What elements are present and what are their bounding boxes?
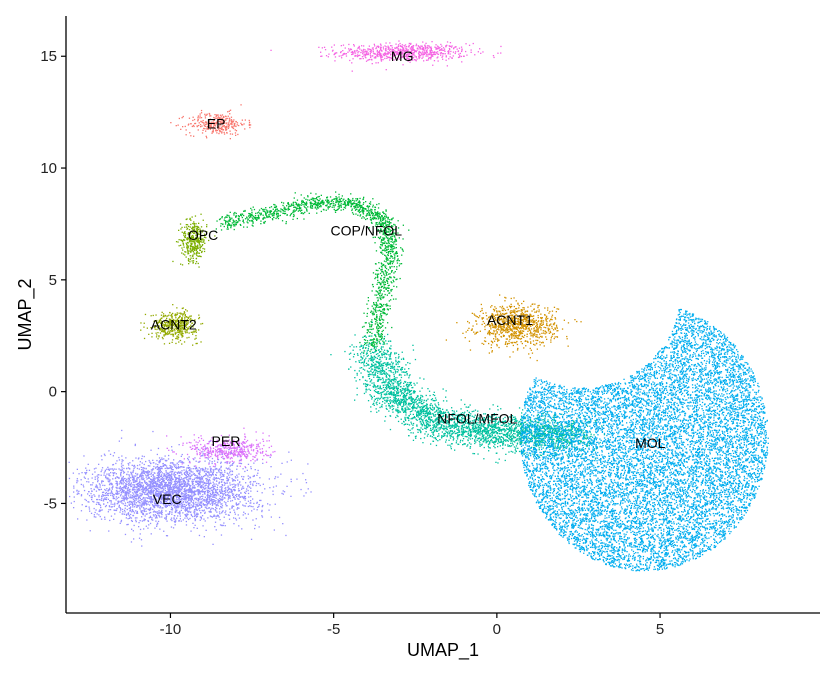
y-tick-label: 15 — [40, 48, 57, 65]
x-tick-label: -10 — [160, 621, 182, 638]
cluster-label-cop-nfol: COP/NFOL — [331, 223, 403, 239]
cluster-labels: MG EP OPC COP/NFOL ACNT1 ACNT2 PER VEC NFOL/MFOL… — [151, 48, 666, 507]
x-axis-ticks: -10 -5 0 5 — [160, 613, 664, 638]
x-tick-label: -5 — [327, 621, 340, 638]
cluster-label-per: PER — [212, 433, 241, 449]
cluster-points-per — [166, 427, 276, 470]
y-tick-label: 10 — [40, 160, 57, 177]
y-tick-label: 5 — [49, 272, 57, 289]
x-tick-label: 0 — [493, 621, 501, 638]
cluster-label-vec: VEC — [153, 491, 182, 507]
cluster-label-mol: MOL — [635, 435, 666, 451]
y-tick-label: 0 — [49, 384, 57, 401]
cluster-points-acnt1 — [445, 294, 582, 362]
cluster-points-acnt2 — [140, 304, 204, 346]
axes: -10 -5 0 5 -5 0 5 10 15 UMAP_1 UMAP_2 — [15, 16, 820, 661]
cluster-label-acnt1: ACNT1 — [487, 312, 533, 328]
cluster-points-ep — [170, 104, 252, 140]
data-points — [68, 40, 769, 572]
cluster-points-mol — [520, 308, 769, 572]
cluster-points-cop-nfol — [215, 191, 410, 354]
cluster-points-vec — [68, 429, 312, 547]
cluster-points-mg — [270, 40, 502, 72]
y-axis-title: UMAP_2 — [15, 278, 36, 350]
cluster-points-opc — [172, 213, 216, 268]
cluster-label-opc: OPC — [188, 227, 218, 243]
x-axis-title: UMAP_1 — [407, 640, 479, 661]
cluster-label-acnt2: ACNT2 — [151, 317, 197, 333]
cluster-label-nfol-mfol: NFOL/MFOL — [437, 410, 517, 426]
cluster-label-ep: EP — [207, 115, 226, 131]
y-axis-ticks: -5 0 5 10 15 — [40, 48, 66, 512]
cluster-label-mg: MG — [391, 48, 414, 64]
y-tick-label: -5 — [44, 495, 57, 512]
x-tick-label: 5 — [656, 621, 664, 638]
